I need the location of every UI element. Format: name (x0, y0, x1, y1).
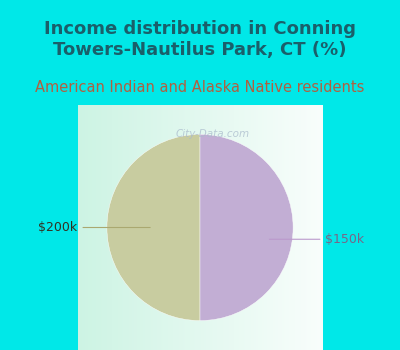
Text: Income distribution in Conning
Towers-Nautilus Park, CT (%): Income distribution in Conning Towers-Na… (44, 20, 356, 59)
Wedge shape (107, 134, 200, 321)
Text: $150k: $150k (270, 233, 365, 246)
Text: City-Data.com: City-Data.com (175, 130, 249, 139)
Text: American Indian and Alaska Native residents: American Indian and Alaska Native reside… (35, 80, 365, 95)
Text: $200k: $200k (38, 221, 150, 234)
Wedge shape (200, 134, 293, 321)
